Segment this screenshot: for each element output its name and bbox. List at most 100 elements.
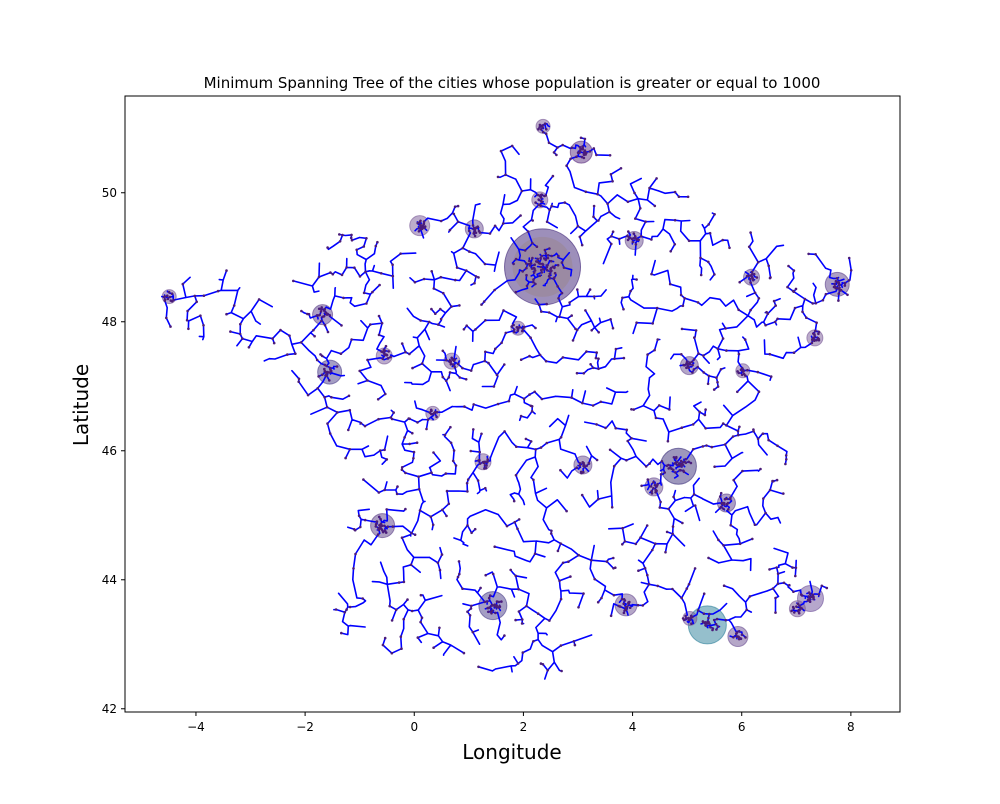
city-node <box>326 330 330 334</box>
city-node <box>315 358 319 362</box>
city-node <box>740 633 744 637</box>
city-node <box>713 465 716 469</box>
city-node <box>797 611 801 615</box>
city-node <box>674 457 678 460</box>
city-node <box>402 580 406 584</box>
city-node <box>622 307 625 311</box>
city-node <box>768 568 771 571</box>
city-node <box>702 612 706 615</box>
city-node <box>834 279 838 283</box>
city-node <box>609 614 613 618</box>
city-node <box>378 449 382 452</box>
city-node <box>349 236 353 240</box>
city-node <box>408 442 411 446</box>
city-node <box>447 376 451 379</box>
city-node <box>430 270 434 273</box>
city-node <box>769 276 772 279</box>
city-node <box>487 610 490 614</box>
city-node <box>681 617 685 620</box>
city-node <box>529 262 533 265</box>
city-node <box>516 326 519 329</box>
city-node <box>169 325 172 328</box>
city-node <box>444 379 448 383</box>
city-node <box>684 457 688 461</box>
city-node <box>727 508 730 511</box>
city-node <box>485 600 489 603</box>
city-node <box>577 606 580 609</box>
city-node <box>571 339 575 342</box>
city-node <box>537 198 540 201</box>
city-node <box>229 330 232 333</box>
city-node <box>696 301 700 304</box>
city-node <box>672 468 675 472</box>
city-node <box>646 573 649 577</box>
city-node <box>680 464 683 468</box>
city-node <box>378 526 382 530</box>
city-node <box>560 261 564 264</box>
city-node <box>297 380 301 384</box>
city-node <box>557 254 560 258</box>
city-node <box>519 414 523 418</box>
city-node <box>530 410 534 413</box>
city-node <box>521 651 525 654</box>
city-node <box>547 141 551 145</box>
city-node <box>639 536 642 539</box>
city-node <box>673 462 677 465</box>
city-node <box>390 651 394 655</box>
city-node <box>439 219 443 223</box>
city-node <box>626 238 630 242</box>
city-node <box>774 596 777 600</box>
city-node <box>432 451 435 454</box>
city-node <box>441 349 445 353</box>
city-node <box>588 150 592 153</box>
city-node <box>731 435 735 438</box>
city-node <box>626 605 629 608</box>
city-node <box>550 254 553 258</box>
city-node <box>451 358 454 361</box>
city-node <box>654 491 657 494</box>
city-node <box>573 643 577 647</box>
city-node <box>817 330 821 334</box>
city-node <box>534 326 537 330</box>
city-node <box>257 298 261 301</box>
y-axis-ticks: 42 44 46 48 50 <box>102 186 125 716</box>
city-node <box>722 544 725 547</box>
city-node <box>753 523 757 526</box>
city-node <box>408 352 411 356</box>
x-axis-label: Longitude <box>462 740 561 764</box>
city-node <box>517 518 521 521</box>
city-node <box>555 153 558 157</box>
city-node <box>630 408 633 411</box>
city-node <box>550 204 553 208</box>
city-node <box>592 204 596 208</box>
city-node <box>352 567 355 570</box>
city-node <box>317 307 321 311</box>
city-node <box>696 365 699 369</box>
city-node <box>532 280 535 284</box>
city-node <box>685 360 689 363</box>
city-node <box>576 151 580 154</box>
city-node <box>474 275 478 278</box>
city-node <box>687 460 690 464</box>
y-tick-label: 48 <box>102 315 117 329</box>
city-node <box>402 617 406 621</box>
city-node <box>794 566 798 570</box>
city-node <box>591 366 595 370</box>
city-node <box>597 219 600 222</box>
city-node <box>560 291 564 295</box>
city-node <box>619 167 623 170</box>
city-bubble <box>644 477 664 497</box>
city-node <box>815 338 818 342</box>
city-node <box>404 507 407 511</box>
city-node <box>524 437 528 441</box>
city-node <box>445 489 449 493</box>
city-node <box>647 583 651 586</box>
city-node <box>678 469 681 472</box>
city-node <box>635 278 638 281</box>
city-node <box>348 408 352 412</box>
city-node <box>776 444 779 448</box>
city-node <box>432 646 435 649</box>
city-node <box>622 602 625 606</box>
city-node <box>494 611 497 615</box>
city-node <box>381 350 385 354</box>
